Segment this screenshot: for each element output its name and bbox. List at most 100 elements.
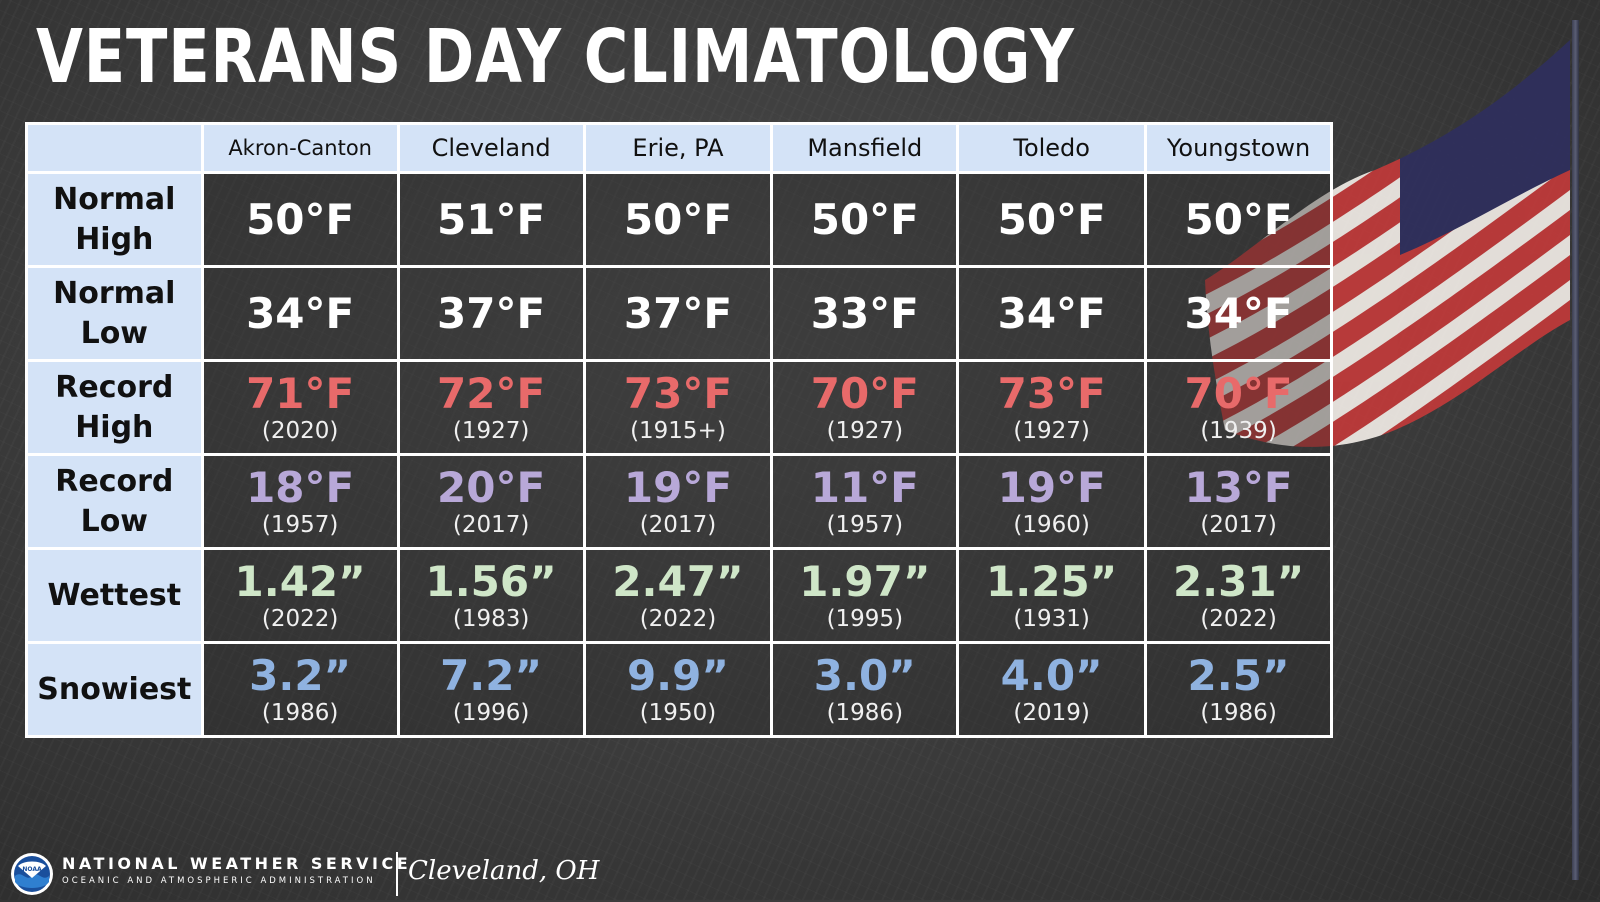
cell-value: 13°F <box>1184 462 1293 512</box>
cell-value: 2.31” <box>1172 556 1305 606</box>
cell-year: (2022) <box>261 605 339 632</box>
noaa-logo-icon: NOAA <box>11 853 53 895</box>
cell-year: (1986) <box>826 699 904 726</box>
table-cell: 51°F <box>396 171 586 268</box>
cell-year: (1927) <box>452 417 530 444</box>
row-label-line: High <box>75 221 154 257</box>
row-label: Record Low <box>25 453 204 550</box>
cell-value: 70°F <box>810 368 919 418</box>
row-label: Snowiest <box>25 641 204 738</box>
row-label-line: Record <box>55 463 174 499</box>
header-row: Akron-Canton Cleveland Erie, PA Mansfiel… <box>25 122 1333 174</box>
cell-value: 7.2” <box>440 650 543 700</box>
table-cell: 37°F <box>582 265 774 362</box>
cell-value: 4.0” <box>1000 650 1103 700</box>
row-label-line: High <box>75 409 154 445</box>
table-row-record-high: Record High 71°F (2020) 72°F (1927) 73°F (1… <box>25 359 1333 456</box>
table-cell: 19°F (2017) <box>582 453 774 550</box>
cell-value: 37°F <box>437 288 546 338</box>
cell-year: (1950) <box>639 699 717 726</box>
climatology-table: Akron-Canton Cleveland Erie, PA Mansfiel… <box>25 122 1333 738</box>
agency-subtitle: OCEANIC AND ATMOSPHERIC ADMINISTRATION <box>62 876 376 886</box>
noaa-logo-text: NOAA <box>22 866 42 873</box>
cell-value: 1.56” <box>425 556 557 606</box>
cell-value: 50°F <box>997 194 1106 244</box>
table-cell: 18°F (1957) <box>200 453 400 550</box>
table-cell: 34°F <box>956 265 1148 362</box>
row-label-line: Low <box>80 503 149 539</box>
cell-year: (1996) <box>452 699 530 726</box>
cell-value: 50°F <box>246 194 355 244</box>
cell-value: 34°F <box>246 288 355 338</box>
cell-year: (1986) <box>1200 699 1277 726</box>
table-cell: 33°F <box>770 265 960 362</box>
cell-value: 73°F <box>623 368 733 418</box>
header-corner <box>25 122 204 174</box>
cell-value: 2.5” <box>1187 650 1290 700</box>
row-label: Normal Low <box>25 265 204 362</box>
cell-value: 51°F <box>437 194 546 244</box>
cell-value: 18°F <box>246 462 355 512</box>
cell-year: (1986) <box>261 699 339 726</box>
cell-year: (1915+) <box>630 417 726 444</box>
row-label-line: Snowiest <box>37 671 192 707</box>
cell-year: (1931) <box>1013 605 1090 632</box>
row-label-line: Normal <box>53 275 176 311</box>
table-cell: 20°F (2017) <box>396 453 586 550</box>
row-label-line: Record <box>55 369 174 405</box>
cell-value: 33°F <box>810 288 919 338</box>
footer-divider <box>396 852 398 896</box>
office-name: Cleveland, OH <box>408 856 600 886</box>
column-header: Mansfield <box>770 122 960 174</box>
cell-value: 20°F <box>437 462 546 512</box>
cell-value: 1.25” <box>986 556 1118 606</box>
table-cell: 73°F (1915+) <box>582 359 774 456</box>
cell-year: (1927) <box>1013 417 1090 444</box>
cell-value: 1.97” <box>799 556 931 606</box>
table-cell: 34°F <box>1144 265 1333 362</box>
row-label-line: Normal <box>53 181 176 217</box>
cell-year: (2017) <box>452 511 530 538</box>
table-cell: 37°F <box>396 265 586 362</box>
table-cell: 73°F (1927) <box>956 359 1148 456</box>
cell-year: (1983) <box>452 605 530 632</box>
table-cell: 13°F (2017) <box>1144 453 1333 550</box>
table-row-record-low: Record Low 18°F (1957) 20°F (2017) 19°F (20… <box>25 453 1333 550</box>
cell-year: (2017) <box>1200 511 1277 538</box>
row-label: Record High <box>25 359 204 456</box>
cell-value: 71°F <box>246 368 355 418</box>
cell-year: (2022) <box>1200 605 1277 632</box>
cell-value: 34°F <box>1184 288 1293 338</box>
table-cell: 3.0” (1986) <box>770 641 960 738</box>
agency-name: NATIONAL WEATHER SERVICE <box>62 854 412 873</box>
cell-value: 1.42” <box>234 556 366 606</box>
cell-year: (1960) <box>1013 511 1090 538</box>
column-header: Cleveland <box>396 122 586 174</box>
row-label-line: Wettest <box>47 577 182 613</box>
table-cell: 7.2” (1996) <box>396 641 586 738</box>
row-label: Normal High <box>25 171 204 268</box>
table-cell: 70°F (1927) <box>770 359 960 456</box>
cell-value: 19°F <box>997 462 1106 512</box>
table-cell: 2.47” (2022) <box>582 547 774 644</box>
cell-value: 19°F <box>623 462 733 512</box>
cell-year: (2022) <box>639 605 717 632</box>
table-cell: 2.5” (1986) <box>1144 641 1333 738</box>
cell-value: 70°F <box>1184 368 1293 418</box>
table-cell: 50°F <box>1144 171 1333 268</box>
table-cell: 34°F <box>200 265 400 362</box>
table-cell: 72°F (1927) <box>396 359 586 456</box>
cell-value: 34°F <box>997 288 1106 338</box>
table-row-normal-low: Normal Low 34°F 37°F 37°F 33°F 34°F 34°F <box>25 265 1333 362</box>
column-header: Erie, PA <box>582 122 774 174</box>
cell-value: 2.47” <box>612 556 744 606</box>
row-label-line: Low <box>80 315 149 351</box>
table-cell: 19°F (1960) <box>956 453 1148 550</box>
cell-year: (1995) <box>826 605 904 632</box>
table-cell: 9.9” (1950) <box>582 641 774 738</box>
cell-year: (2019) <box>1013 699 1090 726</box>
table-cell: 2.31” (2022) <box>1144 547 1333 644</box>
cell-value: 50°F <box>623 194 733 244</box>
page-title: VETERANS DAY CLIMATOLOGY <box>36 14 1075 100</box>
cell-value: 3.0” <box>813 650 916 700</box>
